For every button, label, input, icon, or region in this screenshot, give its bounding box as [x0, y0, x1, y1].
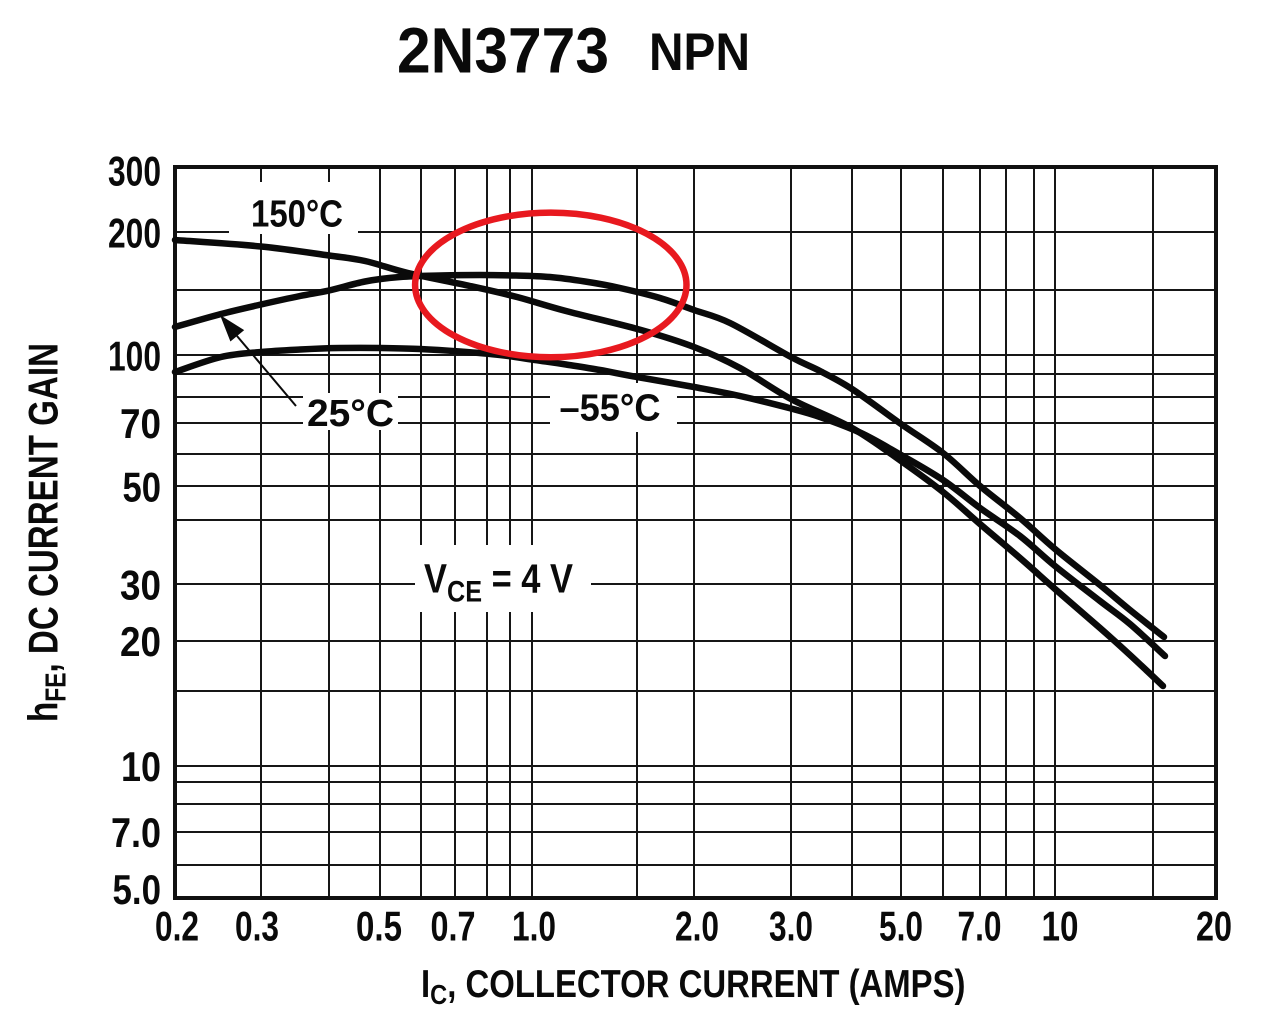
- svg-text:VCE = 4 V: VCE = 4 V: [424, 556, 574, 609]
- svg-text:0.3: 0.3: [235, 903, 279, 950]
- svg-text:5.0: 5.0: [113, 866, 162, 913]
- svg-text:50: 50: [123, 464, 162, 511]
- svg-text:7.0: 7.0: [111, 809, 161, 856]
- svg-text:IC, COLLECTOR CURRENT (AMPS): IC, COLLECTOR CURRENT (AMPS): [421, 963, 966, 1010]
- svg-text:30: 30: [120, 562, 161, 609]
- svg-text:10: 10: [1042, 903, 1079, 950]
- svg-text:1.0: 1.0: [512, 903, 556, 950]
- svg-text:200: 200: [108, 210, 161, 257]
- svg-text:150°C: 150°C: [251, 193, 343, 235]
- svg-text:20: 20: [120, 618, 161, 665]
- svg-text:25°C: 25°C: [307, 393, 394, 435]
- svg-text:3.0: 3.0: [769, 903, 813, 950]
- svg-text:0.5: 0.5: [356, 903, 402, 950]
- svg-text:7.0: 7.0: [958, 903, 1002, 950]
- svg-text:2N3773: 2N3773: [397, 15, 609, 87]
- svg-text:10: 10: [121, 743, 161, 790]
- svg-text:5.0: 5.0: [879, 903, 923, 950]
- svg-text:2.0: 2.0: [675, 903, 719, 950]
- svg-text:0.2: 0.2: [155, 903, 199, 950]
- svg-text:100: 100: [108, 333, 161, 380]
- svg-text:70: 70: [120, 400, 161, 447]
- svg-text:NPN: NPN: [649, 23, 750, 82]
- svg-text:hFE, DC CURRENT GAIN: hFE, DC CURRENT GAIN: [20, 343, 73, 722]
- svg-text:300: 300: [108, 148, 161, 195]
- svg-text:20: 20: [1196, 903, 1232, 950]
- svg-text:0.7: 0.7: [431, 903, 476, 950]
- svg-text:–55°C: –55°C: [560, 387, 661, 429]
